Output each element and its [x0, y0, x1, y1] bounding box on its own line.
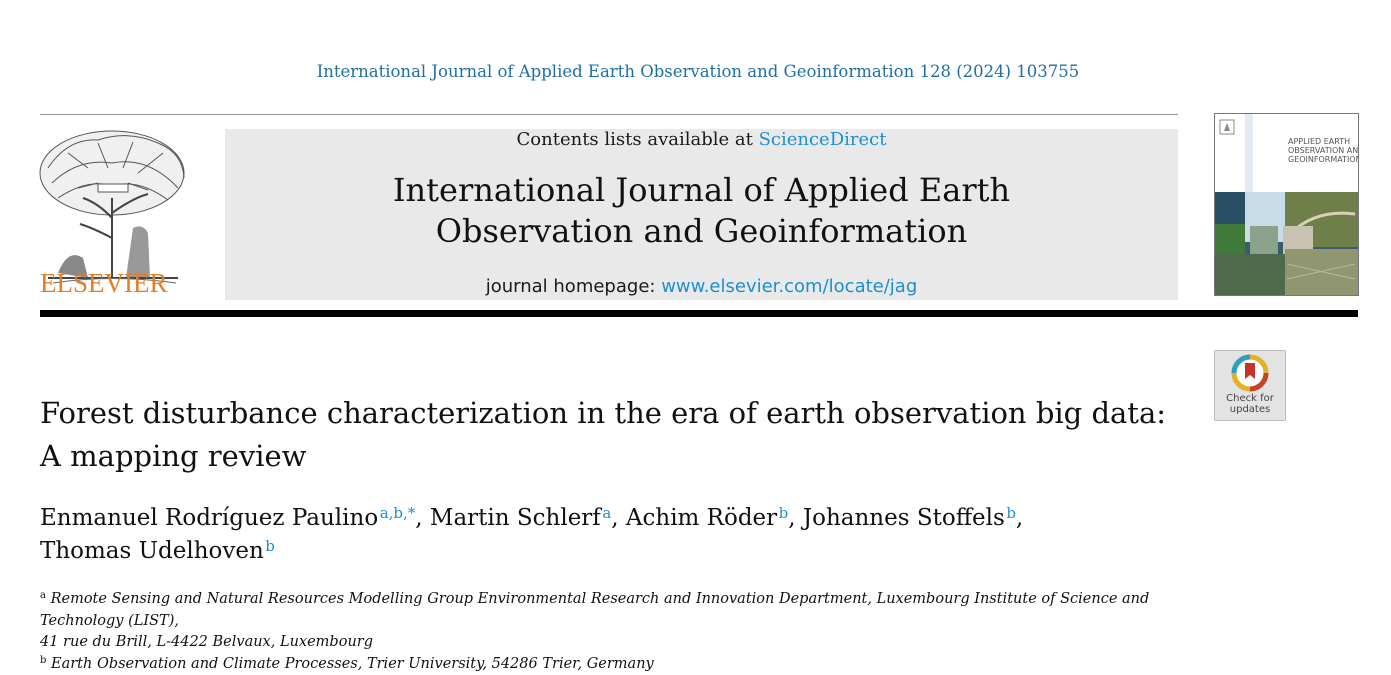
journal-citation[interactable]: International Journal of Applied Earth O… [0, 62, 1391, 81]
contents-line: Contents lists available at ScienceDirec… [225, 129, 1178, 150]
author-name[interactable]: Achim Röder [626, 505, 777, 531]
elsevier-wordmark: ELSEVIER [40, 268, 168, 299]
affiliation-list: a Remote Sensing and Natural Resources M… [40, 589, 1200, 675]
article-title-line1: Forest disturbance characterization in t… [40, 392, 1200, 435]
author-separator: , [1016, 505, 1023, 531]
author-affil-link[interactable]: a [602, 504, 611, 522]
affiliation-mark: b [40, 655, 46, 666]
author-name[interactable]: Martin Schlerf [430, 505, 601, 531]
author-separator: , [611, 505, 626, 531]
check-for-updates-button[interactable]: Check for updates [1214, 350, 1286, 421]
contents-prefix: Contents lists available at [517, 129, 759, 150]
author-name[interactable]: Thomas Udelhoven [40, 538, 264, 564]
check-label-line2: updates [1215, 404, 1285, 415]
author-name[interactable]: Enmanuel Rodríguez Paulino [40, 505, 378, 531]
header-divider [40, 114, 1178, 115]
affiliation-item-continued: 41 rue du Brill, L-4422 Belvaux, Luxembo… [40, 632, 1200, 654]
article-title: Forest disturbance characterization in t… [40, 392, 1200, 478]
article-title-line2: A mapping review [40, 435, 1200, 478]
journal-title-line2: Observation and Geoinformation [225, 211, 1178, 252]
author-affil-link[interactable]: a,b,* [380, 504, 416, 522]
affiliation-text: Remote Sensing and Natural Resources Mod… [40, 591, 1149, 629]
author-affil-link[interactable]: b [265, 537, 275, 555]
journal-title-line1: International Journal of Applied Earth [225, 170, 1178, 211]
author-list: Enmanuel Rodríguez Paulino a,b,*, Martin… [40, 502, 1190, 568]
author-separator: , [788, 505, 803, 531]
author-name[interactable]: Johannes Stoffels [803, 505, 1005, 531]
homepage-link[interactable]: www.elsevier.com/locate/jag [661, 276, 917, 297]
affiliation-item: b Earth Observation and Climate Processe… [40, 654, 1200, 675]
author-affil-link[interactable]: b [1006, 504, 1016, 522]
check-updates-label: Check for updates [1215, 393, 1285, 415]
affiliation-mark: a [40, 590, 46, 601]
affiliation-text: Earth Observation and Climate Processes,… [51, 656, 654, 672]
header-bottom-rule [40, 310, 1358, 317]
journal-homepage: journal homepage: www.elsevier.com/locat… [225, 276, 1178, 297]
check-label-line1: Check for [1215, 393, 1285, 404]
author-affil-link[interactable]: b [779, 504, 789, 522]
journal-title: International Journal of Applied Earth O… [225, 170, 1178, 252]
sciencedirect-link[interactable]: ScienceDirect [759, 129, 887, 150]
check-updates-icon [1215, 351, 1285, 395]
homepage-prefix: journal homepage: [486, 276, 661, 297]
author-separator: , [415, 505, 430, 531]
affiliation-item: a Remote Sensing and Natural Resources M… [40, 589, 1200, 632]
